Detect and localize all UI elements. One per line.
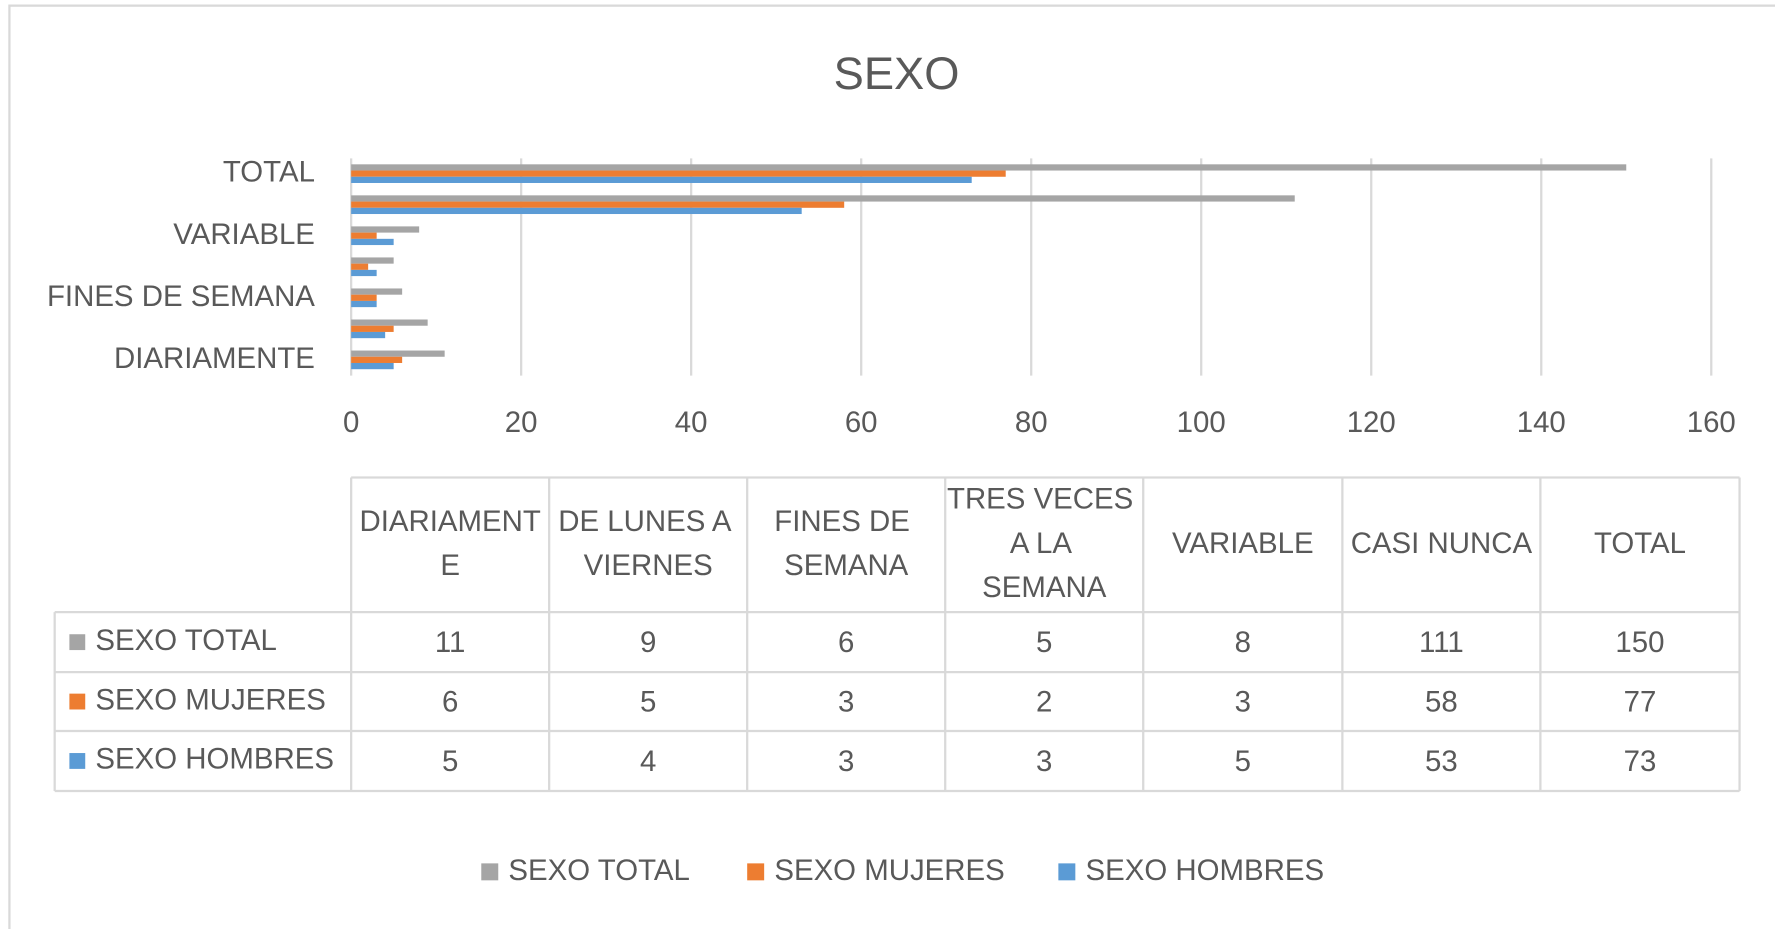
chart-border [8, 4, 1775, 929]
bar [351, 226, 420, 233]
bar [351, 288, 403, 295]
legend-label: SEXO MUJERES [774, 854, 1004, 887]
table-header: DIARIAMENT E [359, 505, 540, 582]
bar [351, 350, 445, 357]
table-cell: 3 [1235, 686, 1251, 719]
x-tick-label: 0 [343, 406, 359, 439]
table-legend-key [69, 693, 86, 710]
legend-key [481, 863, 499, 881]
table-cell: 3 [1036, 745, 1052, 778]
table-header: VARIABLE [1172, 527, 1314, 560]
chart-title: SEXO [834, 48, 960, 99]
x-tick-label: 120 [1347, 406, 1396, 439]
table-cell: 6 [442, 686, 458, 719]
x-tick-label: 80 [1015, 406, 1048, 439]
y-tick-label: VARIABLE [173, 218, 315, 251]
table-cell: 5 [1235, 745, 1251, 778]
bar [351, 362, 394, 370]
x-tick-label: 160 [1687, 406, 1736, 439]
y-tick-label: TOTAL [223, 156, 315, 189]
bar [351, 331, 386, 339]
legend-key [1058, 863, 1076, 881]
x-tick-label: 60 [845, 406, 878, 439]
table-cell: 5 [640, 686, 656, 719]
table-cell: 3 [838, 686, 854, 719]
table-legend-key [69, 753, 86, 769]
table-cell: 58 [1425, 686, 1458, 719]
bar [351, 170, 1006, 177]
legend-label: SEXO TOTAL [508, 854, 689, 887]
bar [351, 325, 394, 332]
table-cell: 8 [1235, 626, 1251, 659]
legend-key [747, 863, 765, 881]
x-tick-label: 140 [1517, 406, 1566, 439]
bar [351, 356, 403, 363]
table-legend-key [69, 634, 86, 651]
bar [351, 176, 972, 183]
table-cell: 150 [1615, 626, 1664, 659]
table-row-label: SEXO MUJERES [95, 683, 325, 716]
x-tick-label: 20 [505, 406, 538, 439]
y-tick-label: FINES DE SEMANA [47, 280, 315, 313]
table-cell: 5 [1036, 626, 1052, 659]
bar [351, 300, 377, 308]
bar [351, 207, 802, 215]
x-tick-label: 100 [1177, 406, 1226, 439]
bar [351, 269, 377, 277]
bar [351, 319, 428, 326]
table-header: FINES DE SEMANA [774, 505, 918, 582]
table-cell: 11 [435, 626, 466, 659]
table-cell: 111 [1419, 626, 1464, 659]
bar [351, 164, 1627, 171]
table-header: TOTAL [1594, 527, 1686, 560]
bar [351, 294, 377, 301]
table-cell: 5 [442, 745, 458, 778]
table-cell: 2 [1036, 686, 1052, 719]
table-cell: 9 [640, 626, 656, 659]
table-cell: 4 [640, 745, 656, 778]
table-cell: 77 [1624, 686, 1657, 719]
table-cell: 53 [1425, 745, 1458, 778]
legend-label: SEXO HOMBRES [1086, 854, 1325, 887]
table-header: CASI NUNCA [1351, 527, 1533, 560]
bar [351, 201, 845, 208]
x-tick-label: 40 [675, 406, 708, 439]
bar [351, 238, 394, 246]
bar [351, 263, 369, 270]
table-row-label: SEXO TOTAL [95, 624, 276, 657]
table-row-label: SEXO HOMBRES [95, 743, 334, 776]
y-tick-label: DIARIAMENTE [114, 342, 315, 375]
bar [351, 195, 1295, 202]
table-cell: 3 [838, 745, 854, 778]
table-header: DE LUNES A VIERNES [558, 505, 738, 582]
table-header: TRES VECES A LA SEMANA [947, 482, 1141, 603]
bar [351, 232, 377, 239]
table-cell: 6 [838, 626, 854, 659]
table-cell: 73 [1624, 745, 1657, 778]
bar [351, 257, 394, 264]
